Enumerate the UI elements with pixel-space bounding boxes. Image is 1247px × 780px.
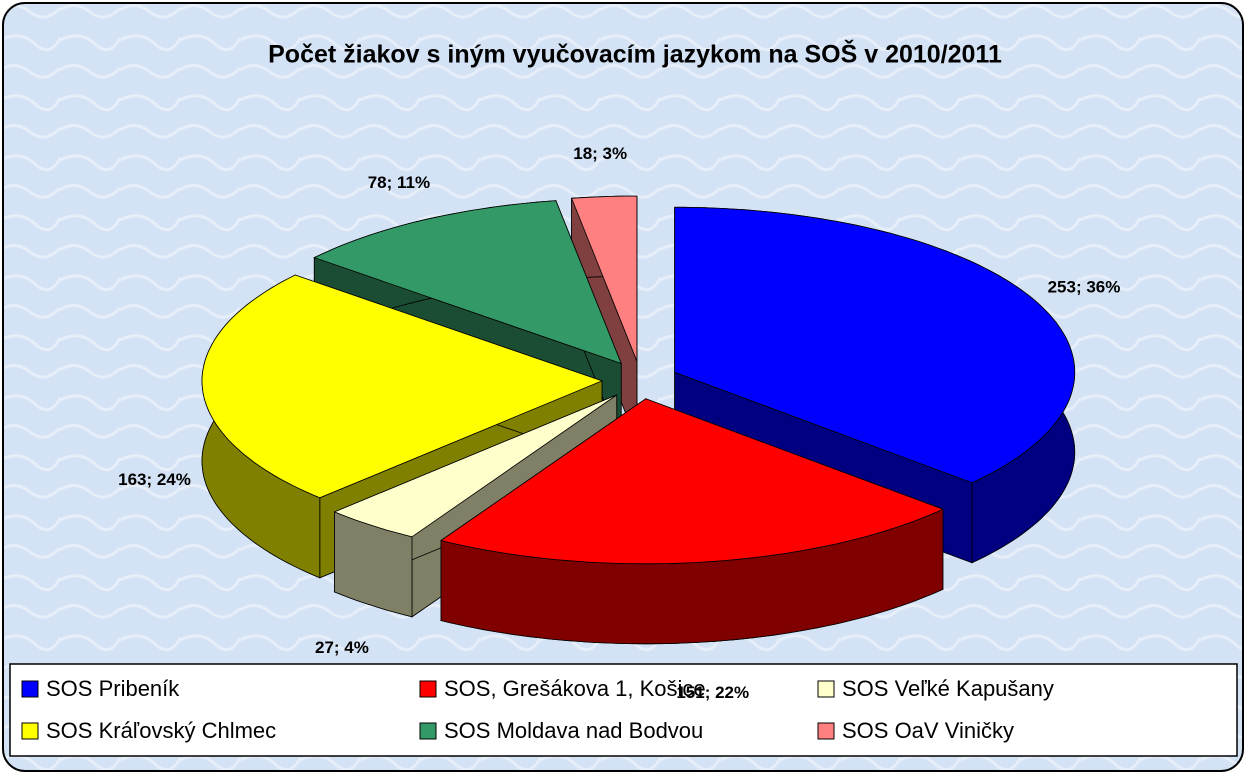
slice bbox=[674, 206, 1076, 484]
legend-label: SOS Moldava nad Bodvou bbox=[444, 718, 703, 743]
legend-swatch bbox=[817, 722, 835, 740]
legend-label: SOS OaV Viničky bbox=[842, 718, 1014, 743]
legend-label: SOS, Grešákova 1, Košice bbox=[444, 676, 706, 701]
chart-title: Počet žiakov s iným vyučovacím jazykom n… bbox=[268, 39, 1002, 69]
legend-swatch bbox=[817, 680, 835, 698]
legend-label: SOS Kráľovský Chlmec bbox=[46, 718, 276, 743]
data-label: 253; 36% bbox=[1048, 277, 1121, 296]
slice bbox=[333, 394, 617, 538]
data-label: 151; 22% bbox=[676, 683, 749, 702]
legend-swatch bbox=[419, 722, 437, 740]
data-label: 78; 11% bbox=[368, 173, 430, 192]
legend-label: SOS Veľké Kapušany bbox=[842, 676, 1054, 701]
slice bbox=[571, 195, 638, 362]
legend-swatch bbox=[419, 680, 437, 698]
legend-box bbox=[9, 663, 1238, 757]
data-label: 163; 24% bbox=[118, 470, 191, 489]
legend-swatch bbox=[21, 722, 39, 740]
legend-label: SOS Pribeník bbox=[46, 676, 180, 701]
data-label: 18; 3% bbox=[573, 144, 627, 163]
slice bbox=[201, 274, 604, 499]
legend-swatch bbox=[21, 680, 39, 698]
slice bbox=[440, 398, 944, 565]
slice bbox=[313, 200, 622, 365]
data-label: 27; 4% bbox=[315, 638, 369, 657]
